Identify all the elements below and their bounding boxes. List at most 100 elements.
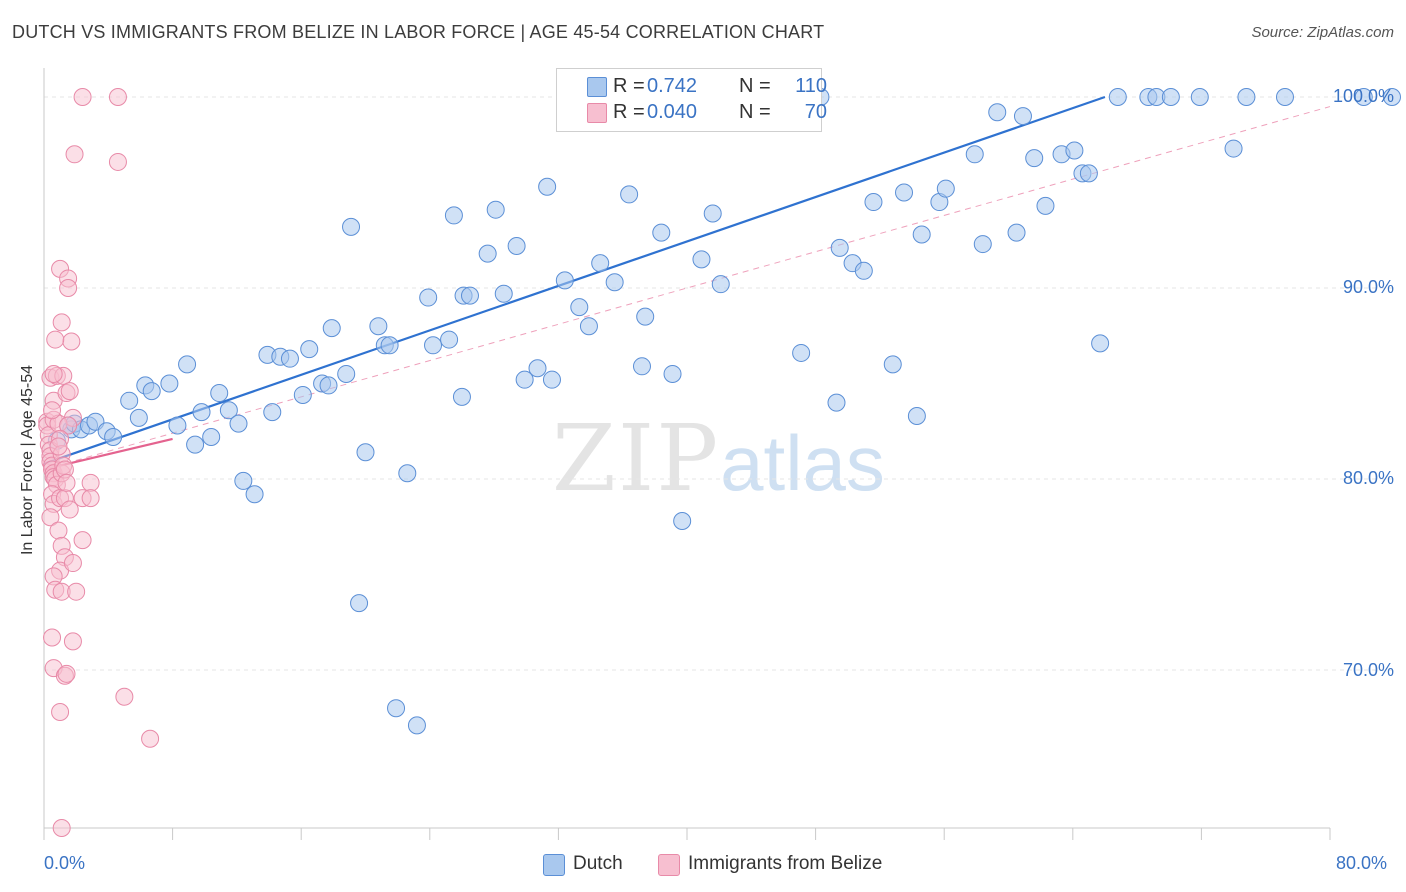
belize-n-value: 70 [804, 101, 827, 123]
axes [43, 68, 1331, 840]
dutch-point-102 [1237, 88, 1256, 106]
dutch-trend-line [43, 95, 1106, 465]
belize-trend-extension [43, 106, 1331, 470]
dutch-point-56 [555, 271, 574, 290]
belize-point-23 [43, 628, 62, 647]
belize-point-47 [62, 332, 81, 351]
dutch-point-69 [711, 275, 730, 294]
y-tick-label-90: 90.0% [1342, 277, 1394, 297]
dutch-point-100 [1190, 88, 1209, 106]
dutch-point-65 [663, 364, 682, 383]
dutch-point-17 [192, 403, 211, 422]
dutch-point-68 [703, 204, 722, 223]
source-credit: Source: ZipAtlas.com [1251, 24, 1394, 41]
belize-point-53 [60, 382, 79, 401]
watermark-atlas: atlas [720, 419, 885, 507]
dutch-point-12 [142, 382, 161, 401]
dutch-point-87 [988, 103, 1007, 122]
dutch-point-96 [1108, 88, 1127, 106]
belize-n-label: N = [739, 101, 771, 123]
dutch-point-67 [692, 250, 711, 269]
belize-r-label: R = [613, 101, 645, 123]
dutch-point-104 [1354, 88, 1373, 106]
dutch-point-79 [883, 355, 902, 374]
dutch-point-25 [263, 403, 282, 422]
dutch-point-41 [407, 716, 426, 735]
dutch-point-105 [1383, 88, 1401, 106]
dutch-point-43 [424, 336, 443, 355]
dutch-point-9 [120, 391, 139, 410]
dutch-point-92 [1065, 141, 1084, 160]
dutch-legend-swatch [543, 854, 565, 876]
dutch-point-28 [293, 385, 312, 404]
dutch-point-75 [830, 238, 849, 257]
dutch-point-78 [864, 193, 883, 212]
belize-point-37 [59, 416, 78, 435]
dutch-point-20 [219, 401, 238, 420]
x-tick-label-min: 0.0% [44, 853, 86, 873]
dutch-point-84 [936, 179, 955, 198]
dutch-point-58 [579, 317, 598, 336]
y-tick-label-70: 70.0% [1342, 660, 1394, 680]
dutch-point-21 [229, 414, 248, 433]
dutch-point-85 [965, 145, 984, 164]
dutch-point-39 [387, 699, 406, 718]
dutch-point-66 [673, 512, 692, 531]
belize-point-64 [141, 729, 160, 748]
x-tick-label-max: 80.0% [1336, 853, 1388, 873]
dutch-point-62 [632, 357, 651, 376]
dutch-point-101 [1224, 139, 1243, 158]
belize-point-61 [108, 152, 127, 171]
dutch-point-95 [1091, 334, 1110, 353]
dutch-point-74 [827, 393, 846, 412]
belize-point-15 [41, 508, 60, 527]
watermark: ZIPatlas [552, 405, 885, 512]
dutch-point-15 [178, 355, 197, 374]
belize-legend-swatch [658, 854, 680, 876]
dutch-point-10 [129, 408, 148, 427]
dutch-point-23 [245, 485, 264, 504]
dutch-point-31 [322, 319, 341, 338]
dutch-point-38 [380, 336, 399, 355]
series-legend: Dutch Immigrants from Belize [0, 853, 1406, 877]
dutch-point-53 [528, 359, 547, 378]
belize-point-68 [49, 437, 68, 456]
belize-swatch [587, 103, 607, 123]
dutch-point-77 [854, 261, 873, 280]
dutch-point-13 [160, 374, 179, 393]
belize-point-69 [43, 401, 62, 420]
dutch-point-106 [319, 376, 338, 395]
dutch-point-29 [300, 340, 319, 359]
dutch-point-35 [356, 443, 375, 462]
dutch-point-80 [895, 183, 914, 202]
dutch-r-label: R = [613, 75, 645, 97]
dutch-point-89 [1025, 149, 1044, 168]
watermark-zip: ZIP [552, 405, 721, 512]
belize-point-16 [49, 521, 68, 540]
dutch-point-49 [486, 200, 505, 219]
belize-point-55 [81, 473, 100, 492]
belize-point-60 [108, 88, 127, 106]
dutch-point-63 [636, 307, 655, 326]
belize-point-52 [46, 330, 65, 349]
dutch-point-64 [652, 223, 671, 242]
dutch-points [47, 88, 1401, 735]
y-tick-label-80: 80.0% [1342, 468, 1394, 488]
belize-point-26 [57, 664, 76, 683]
dutch-point-19 [210, 384, 229, 403]
dutch-point-108 [792, 343, 811, 362]
belize-points [38, 88, 160, 837]
belize-point-58 [44, 364, 63, 383]
dutch-point-22 [234, 471, 253, 490]
dutch-point-42 [419, 288, 438, 307]
grid [44, 96, 1392, 671]
dutch-point-82 [912, 225, 931, 244]
y-tick-label-100: 100.0% [1332, 86, 1394, 106]
dutch-point-16 [186, 435, 205, 454]
dutch-point-61 [620, 185, 639, 204]
dutch-n-label: N = [739, 75, 771, 97]
belize-r-value: 0.040 [647, 101, 698, 123]
belize-point-62 [65, 145, 84, 164]
dutch-point-18 [202, 427, 221, 446]
